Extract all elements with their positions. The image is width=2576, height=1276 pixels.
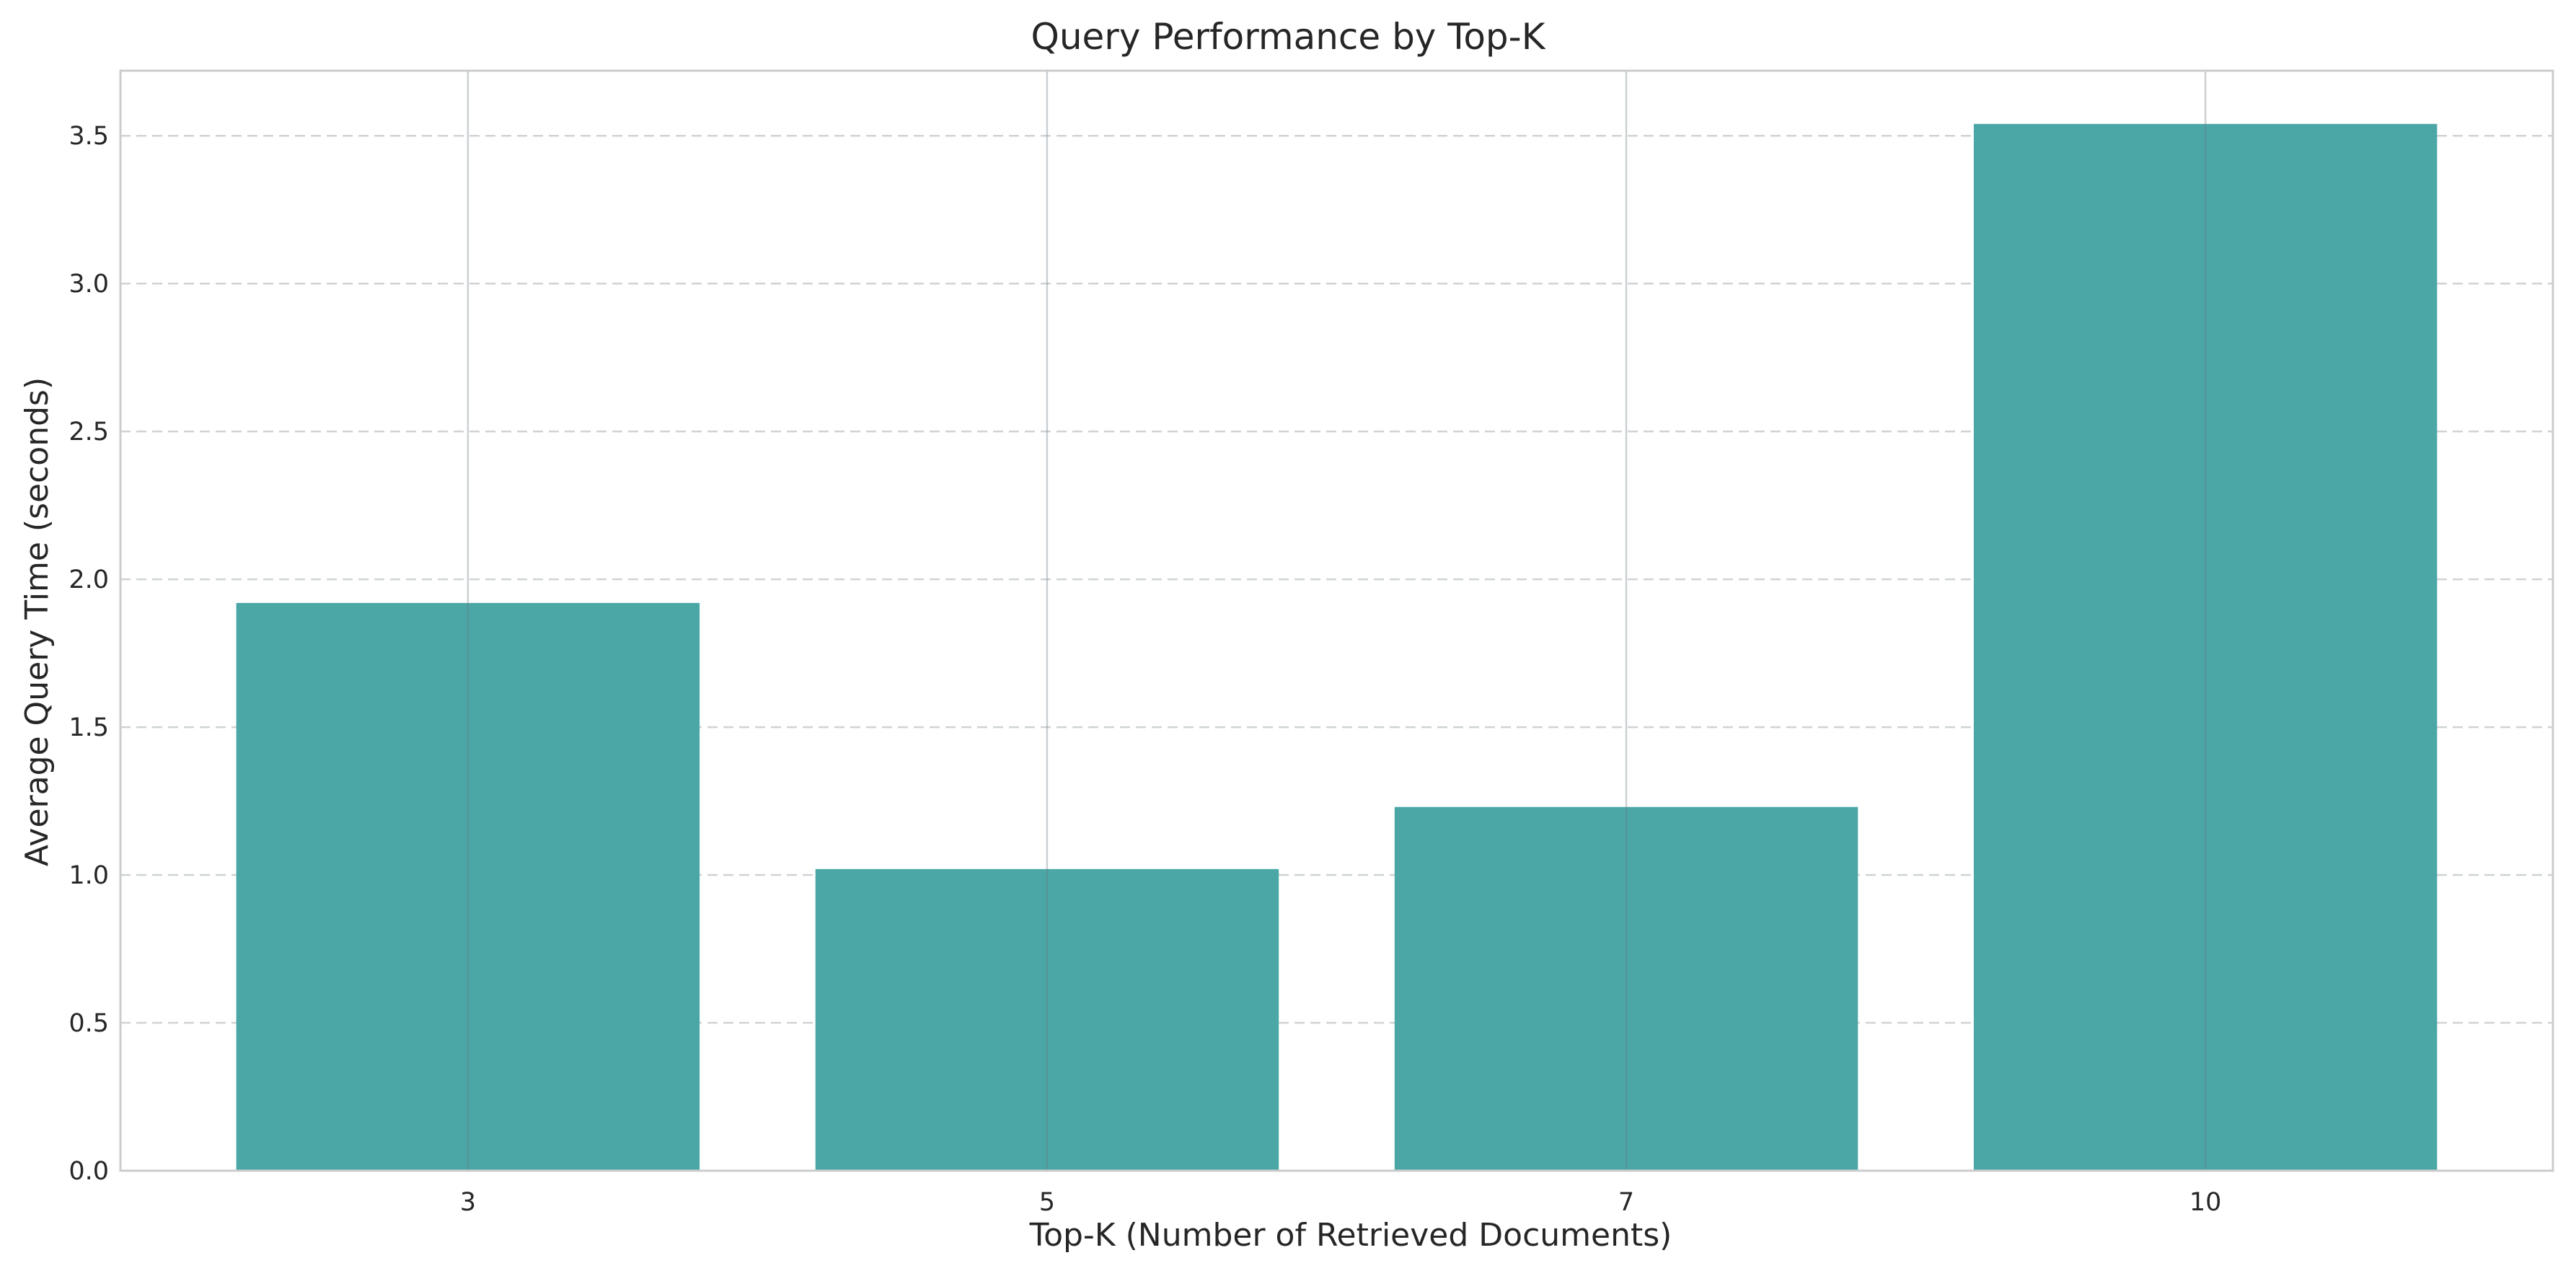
y-tick-label: 3.5 — [69, 122, 109, 151]
bar-5 — [815, 868, 1279, 1171]
x-tick-label: 7 — [1618, 1188, 1634, 1217]
x-tick-label: 5 — [1039, 1188, 1055, 1217]
plot-frame — [119, 69, 2554, 1172]
y-tick-label: 1.0 — [69, 861, 109, 890]
x-tick-label: 3 — [460, 1188, 476, 1217]
y-tick-label: 0.0 — [69, 1157, 109, 1186]
bars-layer — [236, 123, 2438, 1171]
y-axis-label: Average Query Time (seconds) — [19, 377, 56, 866]
vertical-grid-layer — [467, 71, 2207, 1171]
y-tick-label: 2.0 — [69, 566, 109, 594]
x-axis-label: Top-K (Number of Retrieved Documents) — [1029, 1217, 1672, 1254]
bar-7 — [1394, 806, 1858, 1171]
x-tick-labels: 3 5 7 10 — [460, 1188, 2222, 1217]
bar-10 — [1973, 123, 2438, 1171]
chart-title: Query Performance by Top-K — [1031, 16, 1545, 58]
bar-3 — [236, 602, 700, 1171]
x-tick-label: 10 — [2189, 1188, 2222, 1217]
y-tick-label: 1.5 — [69, 713, 109, 742]
y-tick-label: 0.5 — [69, 1009, 109, 1038]
y-tick-labels: 0.0 0.5 1.0 1.5 2.0 2.5 3.0 3.5 — [69, 122, 109, 1186]
y-tick-label: 3.0 — [69, 270, 109, 299]
y-tick-label: 2.5 — [69, 418, 109, 446]
